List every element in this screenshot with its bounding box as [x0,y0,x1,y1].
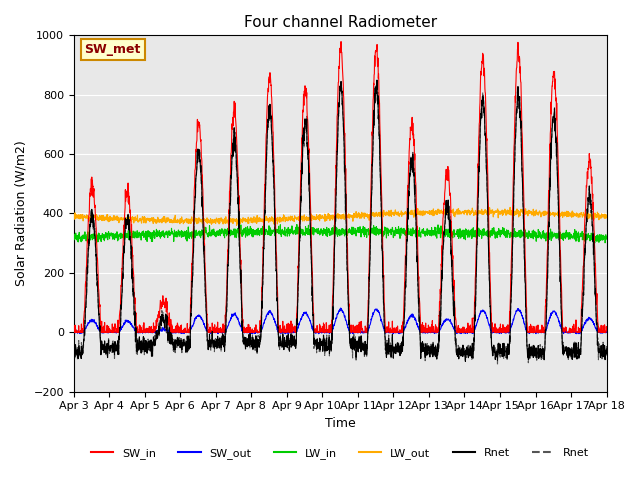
Legend: SW_in, SW_out, LW_in, LW_out, Rnet, Rnet: SW_in, SW_out, LW_in, LW_out, Rnet, Rnet [86,444,594,463]
X-axis label: Time: Time [324,417,356,430]
Text: SW_met: SW_met [84,43,141,56]
Title: Four channel Radiometer: Four channel Radiometer [244,15,436,30]
Y-axis label: Solar Radiation (W/m2): Solar Radiation (W/m2) [15,141,28,287]
